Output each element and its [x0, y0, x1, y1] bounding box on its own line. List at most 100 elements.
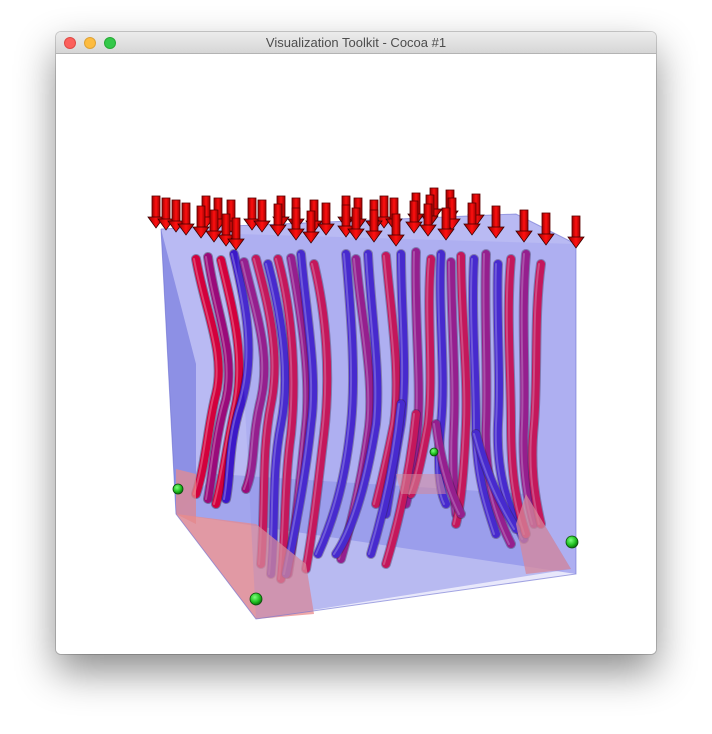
minimize-button[interactable]	[84, 37, 96, 49]
vector-arrow-glyph	[177, 202, 195, 236]
streamtube	[367, 400, 405, 558]
arrow-shaft	[351, 207, 361, 231]
title-bar[interactable]: Visualization Toolkit - Cocoa #1	[56, 32, 656, 54]
vector-arrow-glyph	[567, 215, 585, 249]
streamtube-highlight	[529, 263, 540, 525]
arrow-shaft	[257, 199, 267, 223]
arrow-head	[205, 230, 223, 243]
vector-arrow-glyph	[437, 207, 455, 241]
streamtube	[274, 255, 298, 583]
arrow-shaft	[161, 197, 171, 221]
vector-arrow-glyph	[192, 205, 210, 239]
arrow-shaft	[467, 202, 477, 226]
close-button[interactable]	[64, 37, 76, 49]
corner-block-back-right	[396, 474, 446, 494]
arrow-shaft	[306, 210, 316, 234]
arrow-shaft	[181, 202, 191, 226]
streamtube	[452, 252, 471, 528]
corner-block-front-right	[516, 494, 571, 574]
vector-arrow-glyph	[419, 203, 437, 237]
streamtube	[469, 255, 500, 538]
streamtube-highlight	[253, 258, 274, 565]
arrow-shaft	[151, 195, 161, 219]
arrow-shaft	[369, 209, 379, 233]
arrow-head	[192, 226, 210, 239]
arrow-shaft	[379, 195, 389, 219]
box-front-face	[236, 234, 576, 619]
arrow-shaft	[491, 205, 501, 229]
streamtube-highlight	[470, 258, 495, 535]
arrow-head	[463, 223, 481, 236]
streamtube	[314, 250, 358, 558]
arrow-shaft	[209, 209, 219, 233]
arrow-head	[287, 228, 305, 241]
streamtube-highlight	[473, 433, 515, 530]
arrow-head	[487, 226, 505, 239]
vector-arrow-glyph	[227, 217, 245, 251]
arrow-head	[253, 220, 271, 233]
arrow-shaft	[519, 209, 529, 233]
streamtube	[204, 253, 233, 503]
streamtube-highlight	[333, 253, 377, 555]
streamtube-highlight	[505, 258, 525, 535]
zoom-button[interactable]	[104, 37, 116, 49]
streamtube	[302, 260, 332, 573]
streamtube	[282, 250, 318, 578]
arrow-shaft	[441, 207, 451, 231]
arrow-head	[177, 223, 195, 236]
arrow-shaft	[273, 203, 283, 227]
render-viewport[interactable]	[56, 54, 656, 654]
vtk-render-scene[interactable]	[56, 54, 656, 654]
arrow-shaft	[231, 217, 241, 241]
streamtube-highlight	[520, 253, 533, 525]
vector-arrow-glyph	[487, 205, 505, 239]
streamtube-highlight	[315, 253, 353, 555]
vector-arrow-glyph	[365, 209, 383, 243]
vector-arrow-glyph	[405, 200, 423, 234]
vector-arrow-glyph	[347, 207, 365, 241]
vector-arrow-glyph	[317, 202, 335, 236]
vector-arrow-glyph	[515, 209, 533, 243]
arrow-shaft	[341, 204, 351, 228]
streamtube-highlight	[265, 263, 285, 575]
arrow-shaft	[321, 202, 331, 226]
vector-arrow-glyph	[269, 203, 287, 237]
vector-arrow-glyph	[387, 213, 405, 247]
streamtube	[252, 255, 279, 568]
arrow-shaft	[541, 212, 551, 236]
vector-arrow-glyph	[302, 210, 320, 244]
streamtube	[493, 260, 528, 543]
streamtube-highlight	[482, 253, 510, 545]
streamtube	[504, 255, 530, 538]
arrow-head	[365, 230, 383, 243]
streamtube-highlight	[373, 255, 396, 505]
arrow-shaft	[247, 197, 257, 221]
streamtube	[240, 258, 269, 493]
streamtube-highlight	[241, 261, 264, 490]
arrow-shaft	[291, 207, 301, 231]
vector-arrow-glyph	[463, 202, 481, 236]
streamtube-highlight	[275, 258, 293, 580]
app-window: Visualization Toolkit - Cocoa #1	[56, 32, 656, 654]
corner-block-front-left	[176, 514, 314, 619]
vector-arrow-glyph	[253, 199, 271, 233]
streamtube	[212, 256, 244, 508]
streamtube-highlight	[223, 253, 248, 500]
arrow-head	[387, 234, 405, 247]
streamtube	[332, 250, 382, 558]
arrow-head	[347, 228, 365, 241]
vector-arrow-glyph	[537, 212, 555, 246]
streamtube-highlight	[193, 258, 218, 495]
arrow-head	[515, 230, 533, 243]
bounding-box-front	[160, 213, 577, 620]
streamtube-highlight	[213, 259, 239, 505]
arrow-head	[437, 228, 455, 241]
arrow-head	[302, 231, 320, 244]
arrow-shaft	[423, 203, 433, 227]
arrow-head	[419, 224, 437, 237]
streamtube	[372, 252, 401, 508]
streamtube	[528, 260, 545, 528]
streamtube	[222, 250, 253, 503]
window-title: Visualization Toolkit - Cocoa #1	[265, 35, 447, 50]
vector-arrow-glyphs	[147, 187, 585, 251]
